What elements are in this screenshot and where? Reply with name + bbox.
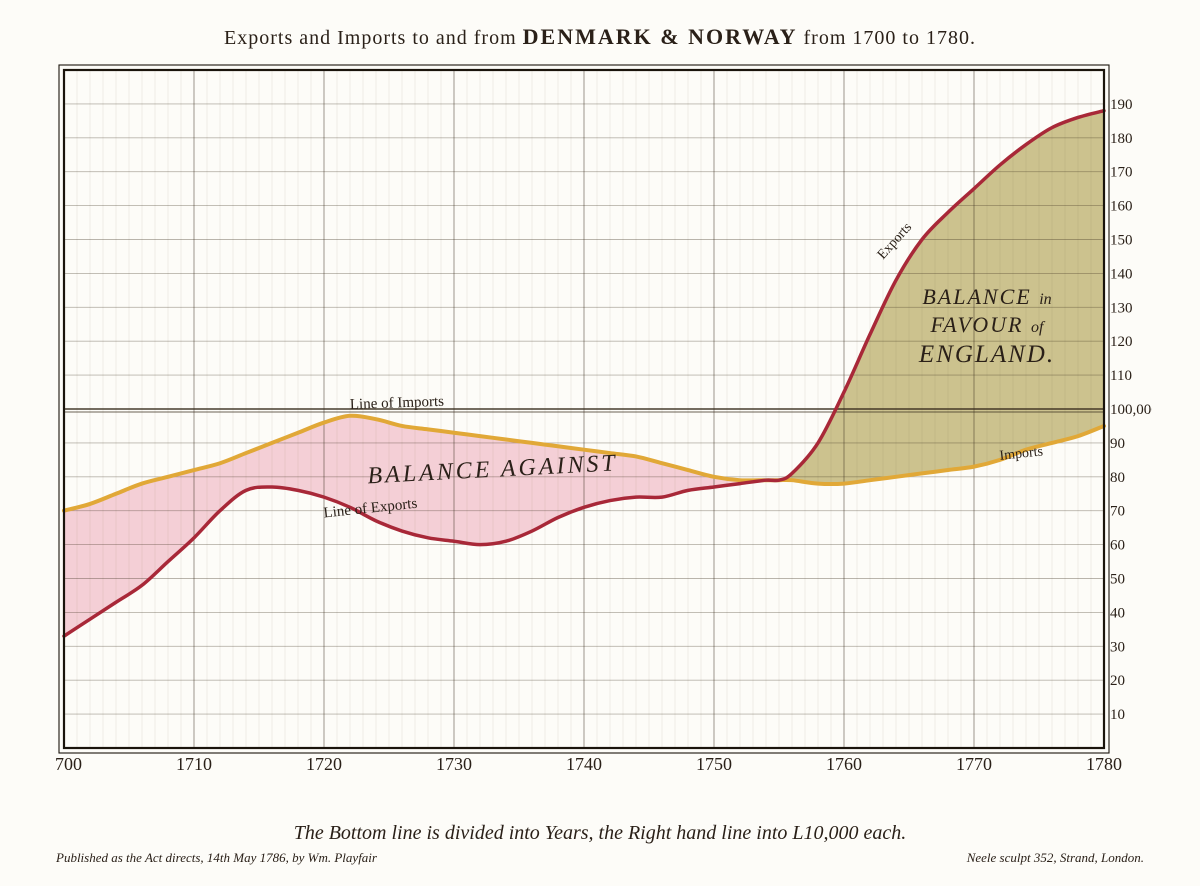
svg-text:70: 70 [1110, 504, 1125, 520]
published-note-left: Published as the Act directs, 14th May 1… [56, 850, 377, 866]
svg-text:140: 140 [1110, 266, 1133, 282]
svg-text:1710: 1710 [176, 754, 212, 774]
chart-title: Exports and Imports to and from DENMARK … [0, 24, 1200, 50]
engraver-note-right: Neele sculpt 352, Strand, London. [967, 850, 1144, 866]
chart-svg: 1700 1710 1720 1730 1740 1750 1760 1770 1780 10 20… [54, 64, 1152, 782]
chart-area: 1700 1710 1720 1730 1740 1750 1760 1770 1780 10 20… [54, 64, 1152, 782]
svg-text:180: 180 [1110, 131, 1133, 147]
title-suffix: from 1700 to 1780. [798, 27, 976, 49]
svg-text:100,000: 100,000 [1110, 402, 1152, 418]
svg-text:50: 50 [1110, 572, 1125, 588]
svg-text:160: 160 [1110, 199, 1133, 215]
svg-text:1700: 1700 [54, 754, 82, 774]
title-emph: DENMARK & NORWAY [523, 24, 798, 49]
svg-text:190: 190 [1110, 97, 1133, 113]
svg-text:20: 20 [1110, 673, 1125, 689]
svg-text:10: 10 [1110, 707, 1125, 723]
svg-text:170: 170 [1110, 165, 1133, 181]
svg-text:110: 110 [1110, 368, 1132, 384]
svg-text:60: 60 [1110, 538, 1125, 554]
svg-text:120: 120 [1110, 334, 1133, 350]
svg-text:1730: 1730 [436, 754, 472, 774]
svg-text:1770: 1770 [956, 754, 992, 774]
balance-favour-label: BALANCE inFAVOUR ofENGLAND. [918, 284, 1055, 368]
svg-text:40: 40 [1110, 605, 1125, 621]
svg-text:90: 90 [1110, 436, 1125, 452]
svg-text:1720: 1720 [306, 754, 342, 774]
axis-caption: The Bottom line is divided into Years, t… [0, 822, 1200, 845]
title-prefix: Exports and Imports to and from [224, 27, 523, 49]
svg-text:150: 150 [1110, 233, 1133, 249]
svg-text:30: 30 [1110, 639, 1125, 655]
svg-text:1780: 1780 [1086, 754, 1122, 774]
line-of-imports-label: Line of Imports [350, 394, 445, 413]
svg-text:130: 130 [1110, 300, 1133, 316]
svg-text:80: 80 [1110, 470, 1125, 486]
svg-text:1750: 1750 [696, 754, 732, 774]
svg-text:1740: 1740 [566, 754, 602, 774]
svg-text:1760: 1760 [826, 754, 862, 774]
